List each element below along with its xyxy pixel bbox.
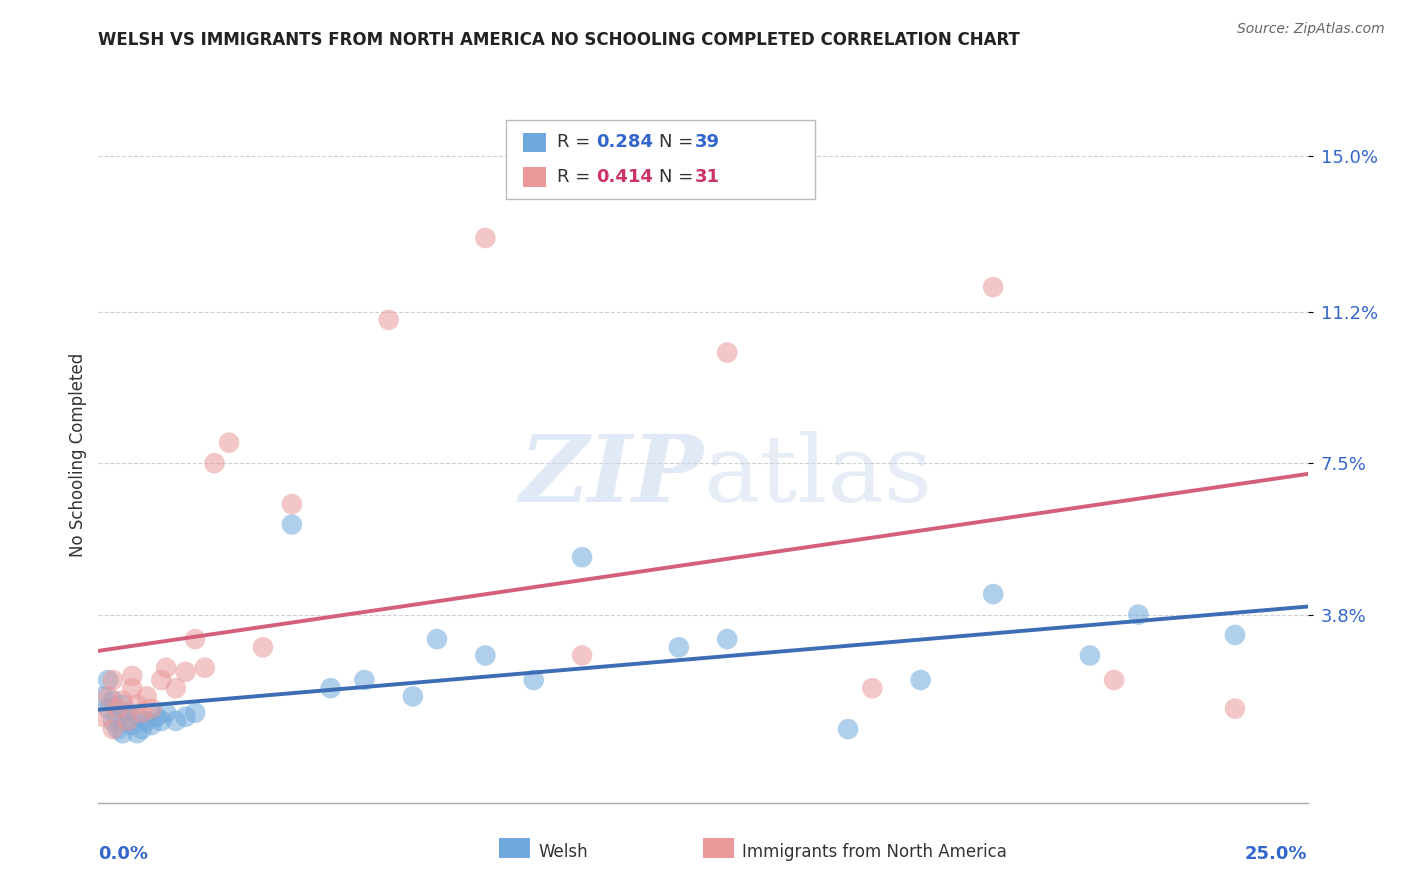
Point — [145, 710, 167, 724]
Text: Welsh: Welsh — [538, 843, 588, 861]
Point — [131, 706, 153, 720]
Point — [97, 673, 120, 687]
Point — [571, 648, 593, 663]
Text: 31: 31 — [695, 168, 720, 186]
Point — [668, 640, 690, 655]
Point — [402, 690, 425, 704]
Text: R =: R = — [557, 134, 596, 152]
Point — [121, 681, 143, 696]
Point — [165, 681, 187, 696]
Point — [91, 710, 114, 724]
Point — [252, 640, 274, 655]
Point — [111, 698, 134, 712]
Text: 25.0%: 25.0% — [1246, 845, 1308, 863]
Point — [111, 726, 134, 740]
Point — [135, 690, 157, 704]
Text: 39: 39 — [695, 134, 720, 152]
Point — [474, 231, 496, 245]
Point — [141, 701, 163, 715]
Point — [165, 714, 187, 728]
Point — [1223, 628, 1246, 642]
Point — [127, 726, 149, 740]
Point — [1223, 701, 1246, 715]
Point — [204, 456, 226, 470]
Text: N =: N = — [659, 168, 699, 186]
Point — [716, 632, 738, 646]
Point — [184, 706, 207, 720]
Point — [127, 698, 149, 712]
Point — [281, 497, 304, 511]
Point — [101, 693, 124, 707]
Point — [101, 673, 124, 687]
Point — [121, 718, 143, 732]
Text: 0.0%: 0.0% — [98, 845, 149, 863]
Point — [174, 665, 197, 679]
Point — [837, 722, 859, 736]
Point — [91, 690, 114, 704]
Point — [174, 710, 197, 724]
Text: Immigrants from North America: Immigrants from North America — [742, 843, 1007, 861]
Point — [860, 681, 883, 696]
Point — [150, 673, 173, 687]
Point — [117, 714, 139, 728]
Text: WELSH VS IMMIGRANTS FROM NORTH AMERICA NO SCHOOLING COMPLETED CORRELATION CHART: WELSH VS IMMIGRANTS FROM NORTH AMERICA N… — [98, 31, 1021, 49]
Y-axis label: No Schooling Completed: No Schooling Completed — [69, 353, 87, 557]
Point — [127, 710, 149, 724]
Point — [117, 706, 139, 720]
Point — [107, 710, 129, 724]
Point — [981, 587, 1004, 601]
Point — [981, 280, 1004, 294]
Point — [97, 701, 120, 715]
Point — [155, 706, 177, 720]
Point — [218, 435, 240, 450]
Point — [1102, 673, 1125, 687]
Point — [523, 673, 546, 687]
Text: Source: ZipAtlas.com: Source: ZipAtlas.com — [1237, 22, 1385, 37]
Point — [377, 313, 399, 327]
Point — [111, 693, 134, 707]
Point — [101, 714, 124, 728]
Point — [194, 661, 217, 675]
Text: atlas: atlas — [703, 431, 932, 521]
Point — [117, 714, 139, 728]
Point — [150, 714, 173, 728]
Point — [107, 722, 129, 736]
Text: N =: N = — [659, 134, 699, 152]
Point — [910, 673, 932, 687]
Text: ZIP: ZIP — [519, 431, 703, 521]
Text: 0.284: 0.284 — [596, 134, 654, 152]
Point — [319, 681, 342, 696]
Point — [426, 632, 449, 646]
Point — [571, 550, 593, 565]
Point — [131, 722, 153, 736]
Point — [184, 632, 207, 646]
Point — [155, 661, 177, 675]
Point — [474, 648, 496, 663]
Point — [716, 345, 738, 359]
Point — [353, 673, 375, 687]
Point — [281, 517, 304, 532]
Point — [121, 669, 143, 683]
Point — [107, 701, 129, 715]
Point — [141, 718, 163, 732]
Point — [101, 722, 124, 736]
Text: R =: R = — [557, 168, 596, 186]
Point — [97, 690, 120, 704]
Point — [1128, 607, 1150, 622]
Point — [1078, 648, 1101, 663]
Point — [135, 714, 157, 728]
Text: 0.414: 0.414 — [596, 168, 652, 186]
